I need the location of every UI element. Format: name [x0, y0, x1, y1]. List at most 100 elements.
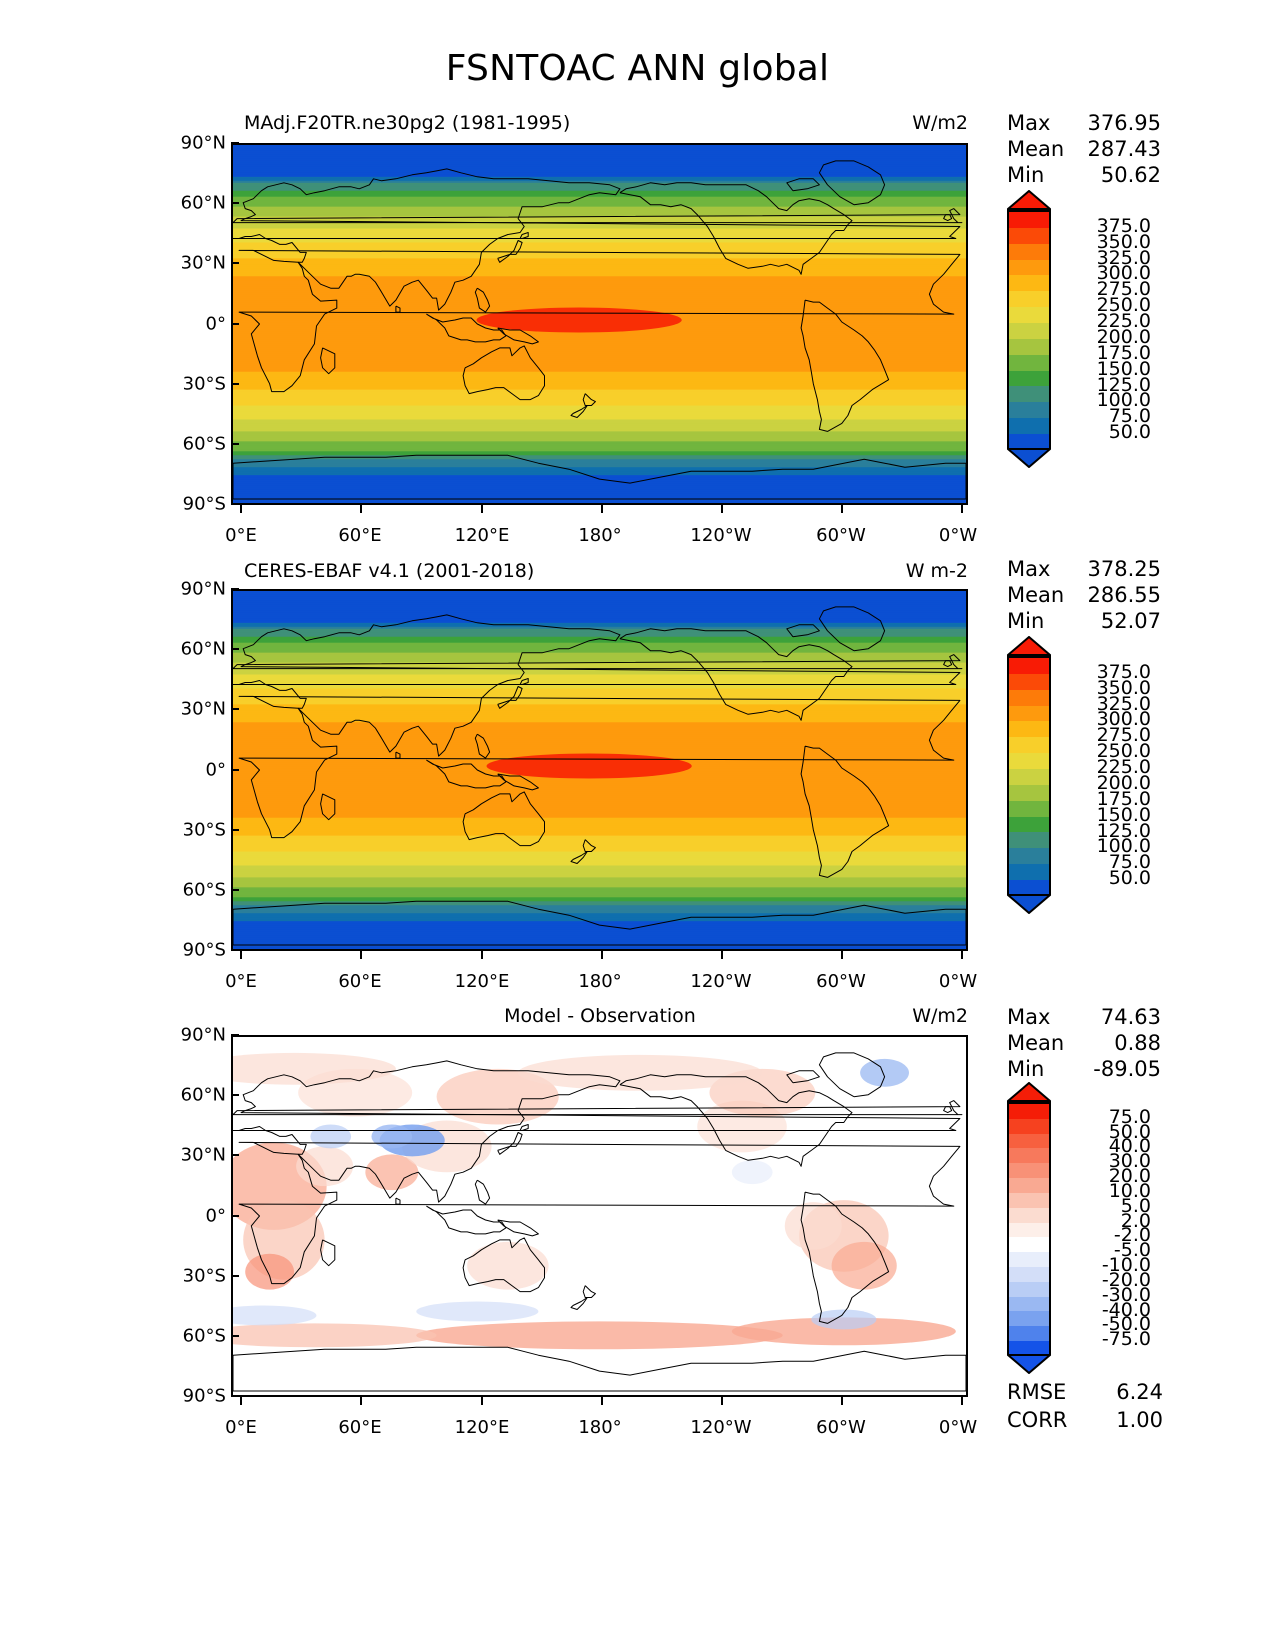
- lat-label-90s-model: 90°S: [182, 493, 226, 515]
- colorbar-segment: [1009, 370, 1049, 387]
- colorbar-segment: [1009, 1163, 1049, 1179]
- colorbar-segment: [1009, 1148, 1049, 1164]
- colorbar-tick-label: 100.0: [1096, 835, 1151, 858]
- lat-tick-obs: [231, 829, 239, 831]
- stat-label: RMSE: [1007, 1380, 1067, 1404]
- lon-label-180-diff: 180°: [578, 1417, 622, 1438]
- colorbar-tick-label: 200.0: [1096, 771, 1151, 794]
- lat-tick-diff: [231, 1034, 239, 1036]
- lon-tick-model: [360, 505, 362, 513]
- stat-value: 74.63: [1100, 1005, 1161, 1029]
- lon-tick-diff: [360, 1397, 362, 1405]
- lat-label-90n-model: 90°N: [180, 132, 226, 154]
- lon-tick-diff: [240, 1397, 242, 1405]
- stat-label: Mean: [1007, 583, 1065, 607]
- colorbar-segment: [1009, 721, 1049, 738]
- lat-tick-obs: [231, 949, 239, 951]
- stat-label: Max: [1007, 1005, 1051, 1029]
- colorbar-segment: [1009, 658, 1049, 674]
- lon-label-120w-model: 120°W: [690, 525, 752, 546]
- panel-difference-header: Model - Observation W/m2: [230, 1005, 970, 1029]
- colorbar-tick-label: 125.0: [1096, 373, 1151, 396]
- lon-label-180-obs: 180°: [578, 971, 622, 992]
- colorbar-segment: [1009, 291, 1049, 308]
- map-observation: [231, 589, 968, 951]
- colorbar-max-arrow: [1007, 636, 1051, 656]
- lon-tick-obs: [841, 951, 843, 959]
- stat-value: 287.43: [1087, 137, 1161, 161]
- colorbar-tick-label: 175.0: [1096, 787, 1151, 810]
- colorbar-segment: [1009, 832, 1049, 849]
- lat-tick-diff: [231, 1154, 239, 1156]
- lon-label-120e-diff: 120°E: [454, 1417, 510, 1438]
- map-model: [231, 143, 968, 505]
- lat-label-30s-model: 30°S: [182, 373, 226, 395]
- lat-tick-diff: [231, 1275, 239, 1277]
- panel-model-title: MAdj.F20TR.ne30pg2 (1981-1995): [244, 112, 571, 134]
- lon-label-60e-obs: 60°E: [338, 971, 382, 992]
- colorbar-min-arrow: [1007, 1354, 1051, 1374]
- colorbar-gradient: [1007, 656, 1051, 896]
- stat-value: 376.95: [1087, 111, 1161, 135]
- colorbar-segment: [1009, 386, 1049, 403]
- colorbar-segment: [1009, 307, 1049, 324]
- lon-label-180-model: 180°: [578, 525, 622, 546]
- lon-tick-model: [481, 505, 483, 513]
- colorbar-tick-label: 375.0: [1096, 660, 1151, 683]
- lon-label-0e-diff: 0°E: [225, 1417, 257, 1438]
- colorbar-tick-label: 325.0: [1096, 692, 1151, 715]
- colorbar-tick-label: 40.0: [1108, 1135, 1151, 1158]
- map-field: [233, 1037, 966, 1395]
- lat-tick-obs: [231, 889, 239, 891]
- lat-label-30s-diff: 30°S: [182, 1265, 226, 1287]
- map-field: [233, 591, 966, 949]
- colorbar-tick-label: 30.0: [1108, 1150, 1151, 1173]
- lat-tick-model: [231, 503, 239, 505]
- colorbar-tick-label: 300.0: [1096, 262, 1151, 285]
- map-field: [233, 145, 966, 503]
- lat-tick-model: [231, 383, 239, 385]
- lon-tick-model: [961, 505, 963, 513]
- colorbar-segment: [1009, 848, 1049, 865]
- stat-label: CORR: [1007, 1408, 1068, 1432]
- colorbar-tick-label: -2.0: [1113, 1224, 1151, 1247]
- colorbar-segment: [1009, 1118, 1049, 1134]
- lon-label-60e-diff: 60°E: [338, 1417, 382, 1438]
- colorbar-segment: [1009, 689, 1049, 706]
- colorbar-segment: [1009, 1237, 1049, 1253]
- colorbar-segment: [1009, 800, 1049, 817]
- colorbar-segment: [1009, 1281, 1049, 1297]
- figure-title: FSNTOAC ANN global: [445, 48, 830, 89]
- stat-label: Min: [1007, 163, 1045, 187]
- colorbar-tick-label: 250.0: [1096, 294, 1151, 317]
- stat-value: 0.88: [1114, 1031, 1161, 1055]
- panel-model-header: MAdj.F20TR.ne30pg2 (1981-1995) W/m2: [230, 112, 970, 136]
- lat-label-60n-obs: 60°N: [180, 638, 226, 660]
- lat-label-30s-obs: 30°S: [182, 819, 226, 841]
- colorbar-tick-label: 300.0: [1096, 708, 1151, 731]
- lat-tick-model: [231, 142, 239, 144]
- colorbar-segment: [1009, 275, 1049, 292]
- colorbar-segment: [1009, 1326, 1049, 1341]
- panel-difference-units: W/m2: [912, 1005, 968, 1027]
- colorbar-segment: [1009, 243, 1049, 260]
- colorbar-tick-label: 125.0: [1096, 819, 1151, 842]
- lat-label-90n-diff: 90°N: [180, 1024, 226, 1046]
- colorbar-tick-label: 20.0: [1108, 1165, 1151, 1188]
- lat-label-60s-model: 60°S: [182, 433, 226, 455]
- colorbar-tick-label: -75.0: [1101, 1328, 1151, 1351]
- lon-tick-diff: [721, 1397, 723, 1405]
- colorbar-segment: [1009, 1133, 1049, 1149]
- lon-label-0e-obs: 0°E: [225, 971, 257, 992]
- lon-tick-diff: [601, 1397, 603, 1405]
- lat-tick-model: [231, 323, 239, 325]
- panel-observation-units: W m-2: [905, 560, 968, 582]
- stat-label: Max: [1007, 111, 1051, 135]
- colorbar-labels: 375.0 350.0 325.0 300.0 275.0 250.0 225.0 200.0…: [1059, 636, 1151, 914]
- stat-label: Max: [1007, 557, 1051, 581]
- lat-label-60s-obs: 60°S: [182, 879, 226, 901]
- lon-label-120w-diff: 120°W: [690, 1417, 752, 1438]
- coastlines: [233, 160, 966, 500]
- lat-tick-obs: [231, 588, 239, 590]
